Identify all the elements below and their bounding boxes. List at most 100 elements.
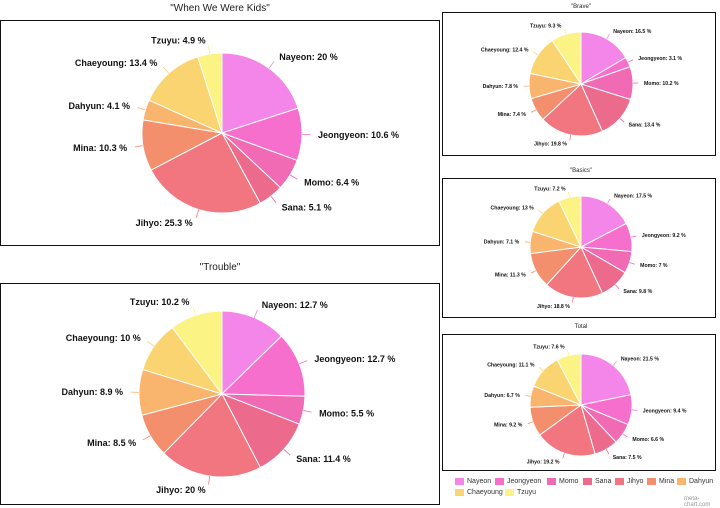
slice-label-total-sana: Sana: 7.5 % xyxy=(613,455,642,461)
legend-swatch-mina xyxy=(647,478,656,485)
legend-item-tzuyu: Tzuyu xyxy=(505,489,536,496)
leader-line-when-we-were-kids-nayeon xyxy=(269,61,274,68)
legend-item-mina: Mina xyxy=(647,478,674,485)
leader-line-when-we-were-kids-jihyo xyxy=(196,210,198,218)
leader-line-total-mina xyxy=(528,422,533,424)
slice-label-total-jeongyeon: Jeongyeon: 9.4 % xyxy=(643,409,687,415)
slice-label-brave-momo: Momo: 10.2 % xyxy=(644,81,679,87)
leader-line-trouble-momo xyxy=(303,410,311,412)
leader-line-when-we-were-kids-mina xyxy=(135,146,143,147)
slice-label-when-we-were-kids-sana: Sana: 5.1 % xyxy=(282,202,332,212)
leader-line-trouble-nayeon xyxy=(254,310,257,318)
slice-label-trouble-nayeon: Nayeon: 12.7 % xyxy=(262,300,328,310)
slice-label-trouble-jihyo: Jihyo: 20 % xyxy=(156,485,206,495)
slice-label-brave-jihyo: Jihyo: 19.8 % xyxy=(534,142,567,148)
slice-label-basics-mina: Mina: 11.3 % xyxy=(495,273,526,279)
leader-line-basics-momo xyxy=(630,263,635,265)
slice-label-when-we-were-kids-dahyun: Dahyun: 4.1 % xyxy=(69,101,131,111)
legend-swatch-tzuyu xyxy=(505,489,514,496)
slice-label-trouble-momo: Momo: 5.5 % xyxy=(319,408,374,418)
slice-label-trouble-sana: Sana: 11.4 % xyxy=(296,454,351,464)
leader-line-brave-jeongyeon xyxy=(628,60,633,62)
legend-label-sana: Sana xyxy=(595,478,611,485)
slice-label-total-nayeon: Nayeon: 21.5 % xyxy=(621,356,659,362)
slice-label-total-jihyo: Jihyo: 19.2 % xyxy=(527,460,560,466)
slice-label-basics-jeongyeon: Jeongyeon: 9.2 % xyxy=(642,233,686,239)
slice-label-when-we-were-kids-momo: Momo: 6.4 % xyxy=(304,177,359,187)
leader-line-basics-nayeon xyxy=(607,199,610,204)
legend-label-tzuyu: Tzuyu xyxy=(517,489,536,496)
legend-item-jeongyeon: Jeongyeon xyxy=(495,478,541,485)
leader-line-trouble-tzuyu xyxy=(193,307,196,315)
leader-line-total-jihyo xyxy=(563,453,565,458)
leader-line-basics-tzuyu xyxy=(568,192,569,197)
slice-label-when-we-were-kids-tzuyu: Tzuyu: 4.9 % xyxy=(151,35,206,45)
slice-label-trouble-mina: Mina: 8.5 % xyxy=(87,438,136,448)
leader-line-total-nayeon xyxy=(613,361,616,365)
legend-swatch-dahyun xyxy=(677,478,686,485)
slice-label-total-dahyun: Dahyun: 6.7 % xyxy=(484,393,520,399)
slice-label-trouble-dahyun: Dahyun: 8.9 % xyxy=(62,387,124,397)
leader-line-when-we-were-kids-tzuyu xyxy=(208,46,209,54)
leader-line-trouble-jeongyeon xyxy=(299,361,307,364)
slice-label-basics-momo: Momo: 7 % xyxy=(640,263,668,269)
watermark: meta-chart.com xyxy=(684,496,720,508)
legend-label-nayeon: Nayeon xyxy=(467,478,491,485)
slice-label-when-we-were-kids-nayeon: Nayeon: 20 % xyxy=(279,52,338,62)
leader-line-basics-jihyo xyxy=(572,297,573,302)
slice-label-basics-chaeyoung: Chaeyoung: 13 % xyxy=(491,205,535,211)
slice-label-brave-nayeon: Nayeon: 16.5 % xyxy=(613,29,651,35)
slice-label-brave-chaeyoung: Chaeyoung: 12.4 % xyxy=(481,48,529,54)
slice-label-trouble-tzuyu: Tzuyu: 10.2 % xyxy=(130,297,190,307)
leader-line-brave-sana xyxy=(620,118,624,122)
legend-item-jihyo: Jihyo xyxy=(615,478,643,485)
slice-label-trouble-chaeyoung: Chaeyoung: 10 % xyxy=(66,333,141,343)
leader-line-total-chaeyoung xyxy=(539,367,543,371)
legend-swatch-jihyo xyxy=(615,478,624,485)
legend-label-jeongyeon: Jeongyeon xyxy=(507,478,541,485)
leader-line-total-dahyun xyxy=(525,396,530,397)
legend-swatch-nayeon xyxy=(455,478,464,485)
slice-label-when-we-were-kids-jihyo: Jihyo: 25.3 % xyxy=(136,218,193,228)
leader-line-trouble-mina xyxy=(143,436,150,440)
legend-label-dahyun: Dahyun xyxy=(689,478,713,485)
legend-item-dahyun: Dahyun xyxy=(677,478,713,485)
slice-label-total-tzuyu: Tzuyu: 7.6 % xyxy=(533,345,565,351)
legend-item-nayeon: Nayeon xyxy=(455,478,491,485)
slice-label-trouble-jeongyeon: Jeongyeon: 12.7 % xyxy=(314,354,395,364)
legend-item-sana: Sana xyxy=(583,478,611,485)
slice-label-when-we-were-kids-chaeyoung: Chaeyoung: 13.4 % xyxy=(75,58,158,68)
leader-line-basics-chaeyoung xyxy=(539,210,543,214)
leader-line-total-momo xyxy=(623,434,627,437)
slice-label-when-we-were-kids-jeongyeon: Jeongyeon: 10.6 % xyxy=(318,130,399,140)
slice-label-brave-tzuyu: Tzuyu: 9.3 % xyxy=(530,23,562,29)
slice-label-basics-tzuyu: Tzuyu: 7.2 % xyxy=(534,186,566,192)
leader-line-basics-jeongyeon xyxy=(631,236,636,237)
leader-line-trouble-sana xyxy=(284,449,290,455)
leader-line-total-sana xyxy=(606,449,609,454)
slice-label-total-momo: Momo: 6.6 % xyxy=(632,437,664,443)
slice-label-basics-sana: Sana: 9.8 % xyxy=(623,289,652,295)
legend-label-mina: Mina xyxy=(659,478,674,485)
legend-item-momo: Momo xyxy=(547,478,578,485)
leader-line-brave-mina xyxy=(531,110,536,113)
slice-label-basics-nayeon: Nayeon: 17.5 % xyxy=(614,194,652,200)
leader-line-brave-tzuyu xyxy=(564,29,566,34)
leader-line-brave-jihyo xyxy=(570,135,571,140)
slice-label-brave-sana: Sana: 13.4 % xyxy=(629,122,661,128)
slice-label-brave-dahyun: Dahyun: 7.8 % xyxy=(483,84,519,90)
legend-swatch-momo xyxy=(547,478,556,485)
slice-label-basics-jihyo: Jihyo: 18.8 % xyxy=(537,304,570,310)
legend-label-momo: Momo xyxy=(559,478,578,485)
legend-label-chaeyoung: Chaeyoung xyxy=(467,489,503,496)
leader-line-when-we-were-kids-momo xyxy=(290,175,297,179)
legend-label-jihyo: Jihyo xyxy=(627,478,643,485)
leader-line-total-jeongyeon xyxy=(632,410,637,411)
slice-label-when-we-were-kids-mina: Mina: 10.3 % xyxy=(73,143,127,153)
slice-label-basics-dahyun: Dahyun: 7.1 % xyxy=(484,239,520,245)
legend-swatch-chaeyoung xyxy=(455,489,464,496)
legend-swatch-jeongyeon xyxy=(495,478,504,485)
legend: Nayeon Jeongyeon Momo Sana Jihyo Mina Da… xyxy=(455,478,715,502)
slice-label-total-chaeyoung: Chaeyoung: 11.1 % xyxy=(487,363,535,369)
